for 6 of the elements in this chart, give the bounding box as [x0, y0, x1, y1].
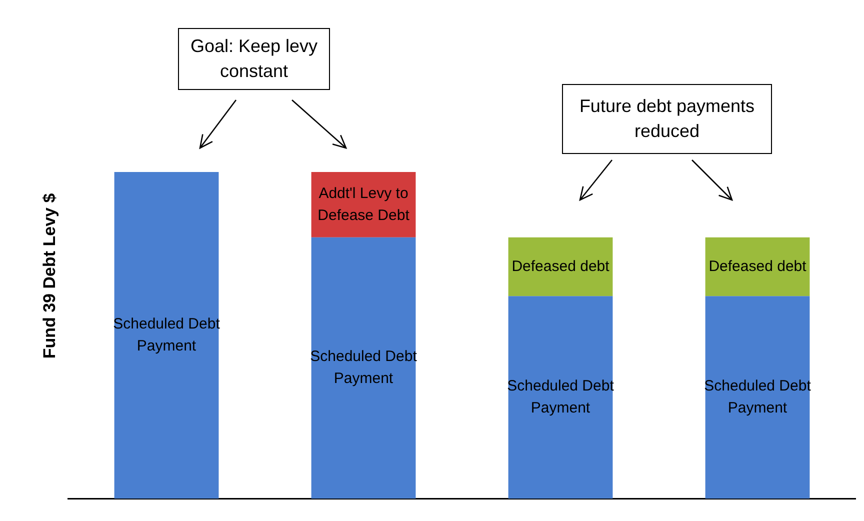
callout-box: Future debt payments reduced: [562, 84, 772, 154]
y-axis-title: Fund 39 Debt Levy $: [40, 193, 60, 359]
series-label: Defeased debt: [512, 258, 610, 275]
callout-box: Goal: Keep levy constant: [178, 28, 330, 90]
series-label: Addt'l Levy to Defease Debt: [318, 184, 410, 224]
text: Defeased debt: [708, 258, 806, 275]
